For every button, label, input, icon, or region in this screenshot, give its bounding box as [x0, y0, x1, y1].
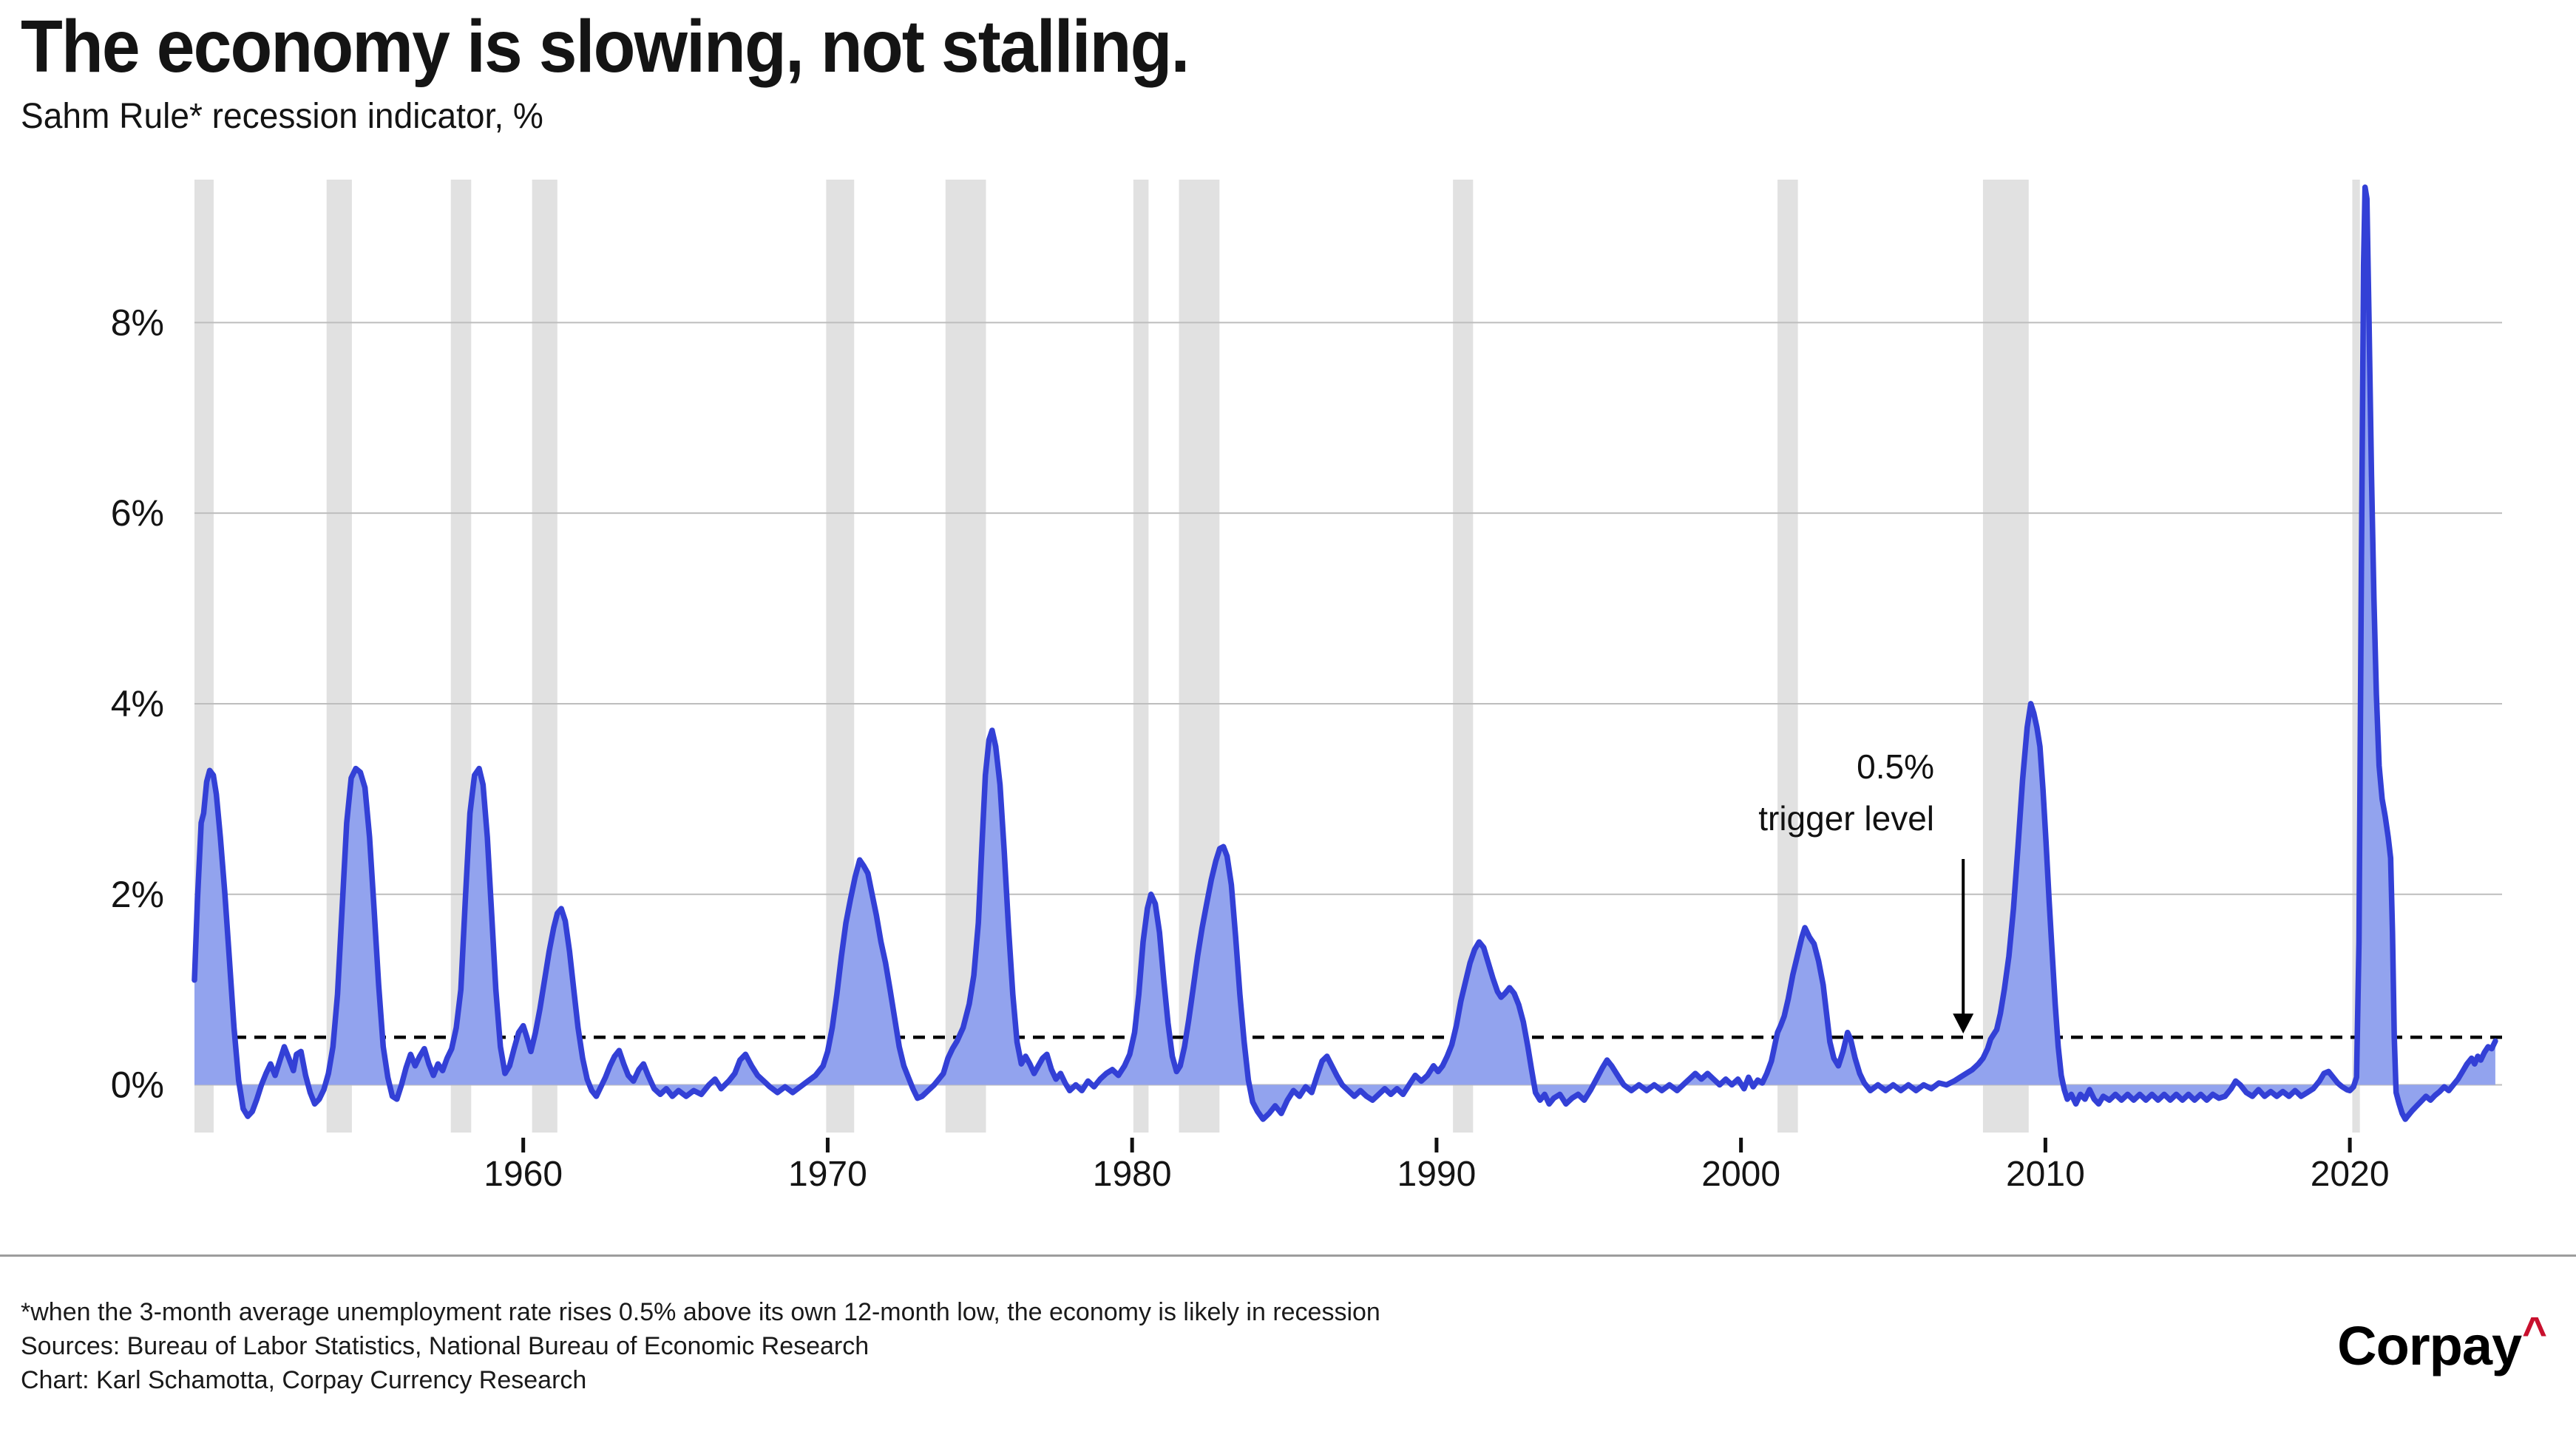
x-tick-label: 2000	[1701, 1155, 1780, 1194]
sources-line: Sources: Bureau of Labor Statistics, Nat…	[21, 1332, 870, 1360]
y-tick-label: 6%	[111, 492, 164, 534]
footnote: *when the 3-month average unemployment r…	[21, 1298, 1380, 1326]
sahm-line	[191, 184, 2498, 1122]
corpay-logo: Corpay^	[2337, 1308, 2547, 1377]
y-tick-label: 2%	[111, 874, 164, 915]
trigger-level-annotation: 0.5% trigger level	[1758, 741, 1934, 844]
corpay-logo-text: Corpay	[2337, 1315, 2522, 1376]
trigger-level-label: trigger level	[1758, 799, 1934, 838]
footer-divider	[0, 1254, 2576, 1257]
x-tick-label: 1980	[1093, 1155, 1172, 1194]
x-tick-label: 1960	[484, 1155, 563, 1194]
x-tick-label: 1990	[1397, 1155, 1477, 1194]
y-tick-label: 4%	[111, 683, 164, 724]
recession-band	[2352, 180, 2360, 1133]
x-tick-label: 2020	[2311, 1155, 2390, 1194]
page-subtitle: Sahm Rule* recession indicator, %	[21, 97, 543, 136]
corpay-logo-caret-icon: ^	[2522, 1308, 2547, 1357]
page-title: The economy is slowing, not stalling.	[21, 5, 1190, 88]
credit-line: Chart: Karl Schamotta, Corpay Currency R…	[21, 1366, 587, 1394]
footer: *when the 3-month average unemployment r…	[21, 1295, 1380, 1397]
y-tick-label: 8%	[111, 302, 164, 343]
trigger-level-value: 0.5%	[1857, 747, 1934, 786]
annotation-arrow-head-icon	[1953, 1014, 1974, 1034]
y-tick-label: 0%	[111, 1065, 164, 1106]
x-tick-label: 1970	[788, 1155, 867, 1194]
x-tick-label: 2010	[2006, 1155, 2085, 1194]
